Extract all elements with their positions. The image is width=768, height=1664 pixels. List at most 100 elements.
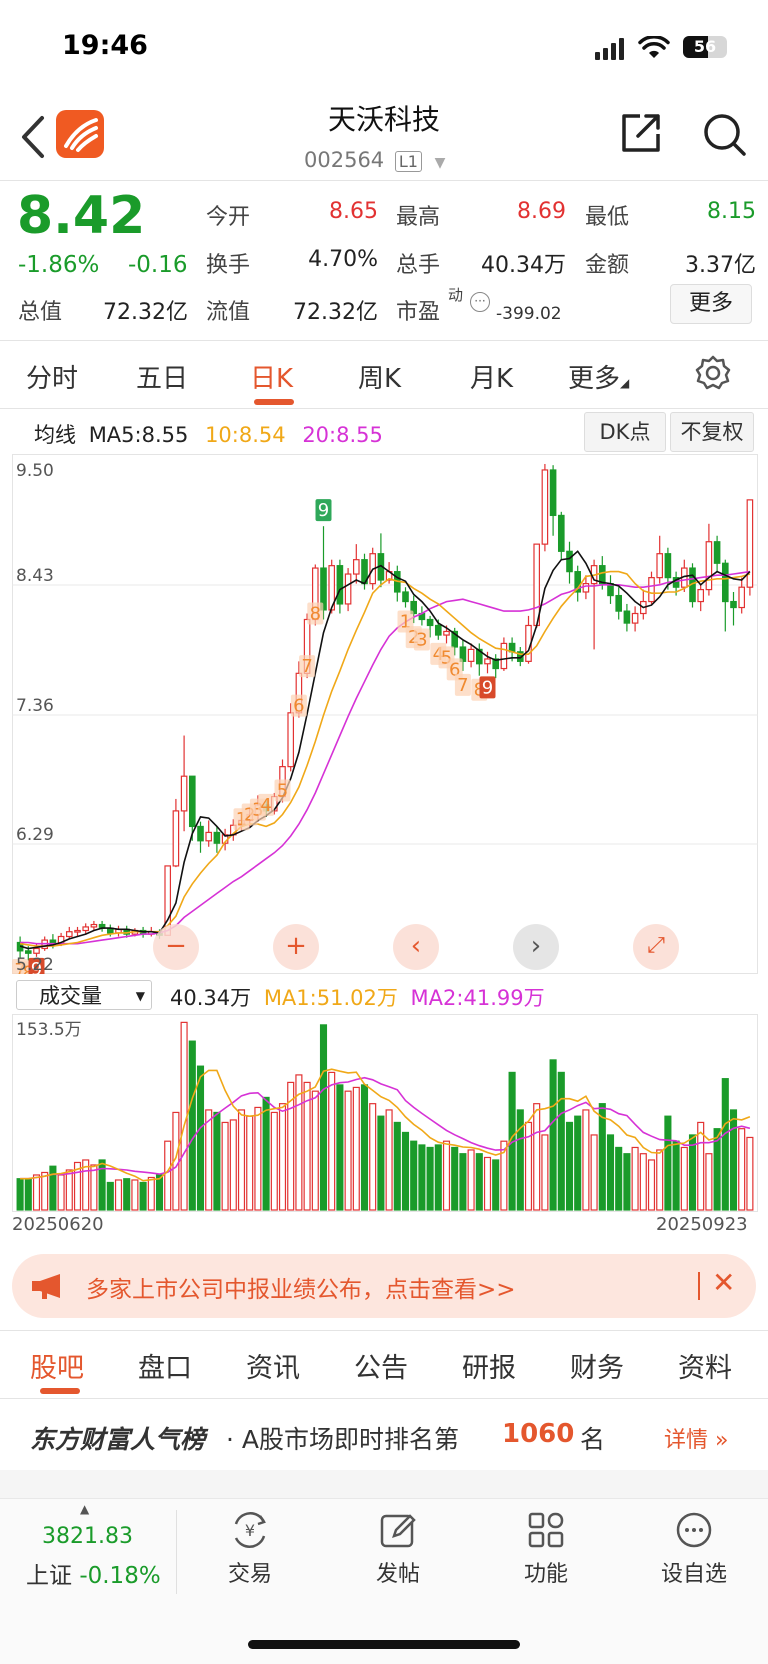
volume-bar (278, 1103, 287, 1211)
td-sequence-label: 6 (449, 659, 460, 680)
indicator-select[interactable]: 成交量 ▼ (16, 980, 152, 1010)
volume-bar (287, 1081, 295, 1211)
volume-bar (647, 1159, 656, 1211)
candle (516, 651, 524, 662)
candle (197, 825, 204, 842)
volume-bar (131, 1179, 139, 1211)
announcement-banner[interactable]: 多家上市公司中报业绩公布，点击查看>> ✕ (12, 1254, 756, 1318)
tab-weekly-k[interactable]: 周K (358, 364, 402, 394)
td-label-bg (299, 655, 316, 678)
zoom-out-button[interactable]: − (153, 924, 199, 970)
volume-bar (24, 1178, 32, 1211)
gear-icon (695, 355, 731, 390)
ranking-text: · A股市场即时排名第 (226, 1425, 459, 1454)
volume-bar (73, 1161, 82, 1211)
index-row[interactable]: 上证 -0.18% (26, 1556, 161, 1590)
y-tick-mid1: 8.43 (16, 566, 54, 586)
volume-bar (483, 1156, 492, 1211)
tab-daily-k[interactable]: 日K (250, 364, 294, 394)
more-icon (676, 1512, 712, 1548)
candle (213, 831, 221, 844)
td-sequence-label: 3 (416, 629, 427, 650)
ranking-details-link[interactable]: 详情 » (664, 1422, 728, 1454)
volume-bar (467, 1149, 475, 1211)
edit-icon (380, 1514, 416, 1548)
y-tick-mid2: 7.36 (16, 696, 54, 716)
change-percent: -1.86% (18, 252, 100, 278)
close-icon[interactable]: ✕ (712, 1266, 736, 1299)
y-tick-bottom: 5.22 (16, 955, 54, 974)
volume-bar (393, 1121, 401, 1211)
section-tab-research[interactable]: 研报 (462, 1353, 516, 1384)
ma20-value: 20:8.55 (302, 423, 383, 447)
volume-bar (98, 1159, 106, 1211)
td-label-bg (315, 499, 332, 522)
volume-bar (360, 1084, 369, 1211)
settings-button[interactable] (694, 354, 732, 392)
volume-ma2-line (20, 1076, 751, 1180)
zoom-in-button[interactable]: + (273, 924, 319, 970)
section-tab-news[interactable]: 资讯 (246, 1353, 300, 1384)
td-sequence-label: 8 (23, 962, 34, 974)
section-tab-announcements[interactable]: 公告 (354, 1353, 408, 1384)
candle (582, 583, 590, 593)
tab-five-day[interactable]: 五日 (136, 364, 189, 394)
tab-monthly-k[interactable]: 月K (470, 364, 514, 394)
open-label: 今开 (206, 205, 251, 230)
section-tab-orderbook[interactable]: 盘口 (138, 1353, 192, 1384)
caret-down-icon[interactable]: ▼ (434, 155, 446, 171)
tab-more[interactable]: 更多◢ (568, 358, 629, 395)
volume-bar (582, 1109, 590, 1211)
volume-bar (721, 1078, 729, 1211)
tab-intraday[interactable]: 分时 (26, 364, 79, 394)
low-value: 8.15 (707, 199, 756, 224)
back-button[interactable] (14, 112, 54, 162)
td-label-bg (274, 779, 291, 802)
active-section-indicator (40, 1388, 80, 1394)
stock-code-row: 002564 L1 ▼ (304, 148, 445, 172)
nav-watchlist[interactable]: 设自选 (654, 1510, 734, 1588)
more-quote-button[interactable]: 更多 (670, 284, 752, 324)
volume-bar (729, 1109, 738, 1211)
volume-bar (549, 1059, 557, 1211)
td-label-bg (479, 676, 496, 699)
fullscreen-button[interactable]: ⤢ (633, 924, 679, 970)
volume-bar (713, 1128, 721, 1211)
nav-post[interactable]: 发帖 (358, 1510, 438, 1588)
more-info-icon[interactable]: ··· (470, 292, 490, 312)
volume-bar (623, 1153, 631, 1211)
nav-trade[interactable]: ¥ 交易 (210, 1510, 290, 1588)
candle (205, 831, 213, 842)
volume-bar (57, 1174, 65, 1211)
volume-bar (262, 1096, 270, 1211)
td-sequence-label: 5 (441, 647, 452, 668)
ranking-number: 1060 (502, 1419, 575, 1449)
adjust-button[interactable]: 不复权 (670, 412, 754, 452)
nav-functions[interactable]: 功能 (506, 1510, 586, 1588)
app-logo (56, 110, 104, 158)
share-button[interactable] (618, 110, 664, 156)
level-tag[interactable]: L1 (394, 150, 422, 172)
candle (730, 600, 737, 609)
index-value[interactable]: 3821.83 (42, 1524, 133, 1549)
section-tab-profile[interactable]: 资料 (678, 1353, 732, 1384)
scroll-right-button[interactable]: › (513, 924, 559, 970)
candle (172, 810, 180, 867)
search-button[interactable] (700, 110, 748, 158)
dk-point-button[interactable]: DK点 (584, 412, 666, 452)
volume-chart[interactable]: 153.5万 (12, 1014, 758, 1212)
section-tab-finance[interactable]: 财务 (570, 1353, 624, 1384)
section-tab-forum[interactable]: 股吧 (30, 1353, 84, 1384)
ranking-row[interactable]: 东方财富人气榜 · A股市场即时排名第 1060 名 详情 » (0, 1400, 768, 1470)
candle (492, 658, 500, 670)
candle (426, 618, 434, 627)
td-sequence-label: 7 (301, 656, 312, 677)
volume-bar (90, 1164, 98, 1211)
scroll-left-button[interactable]: ‹ (393, 924, 439, 970)
divider (0, 1330, 768, 1331)
volume-bar (49, 1165, 57, 1211)
volume-bar (631, 1146, 639, 1211)
battery-icon: 56 (683, 36, 727, 58)
open-value: 8.65 (329, 199, 378, 224)
